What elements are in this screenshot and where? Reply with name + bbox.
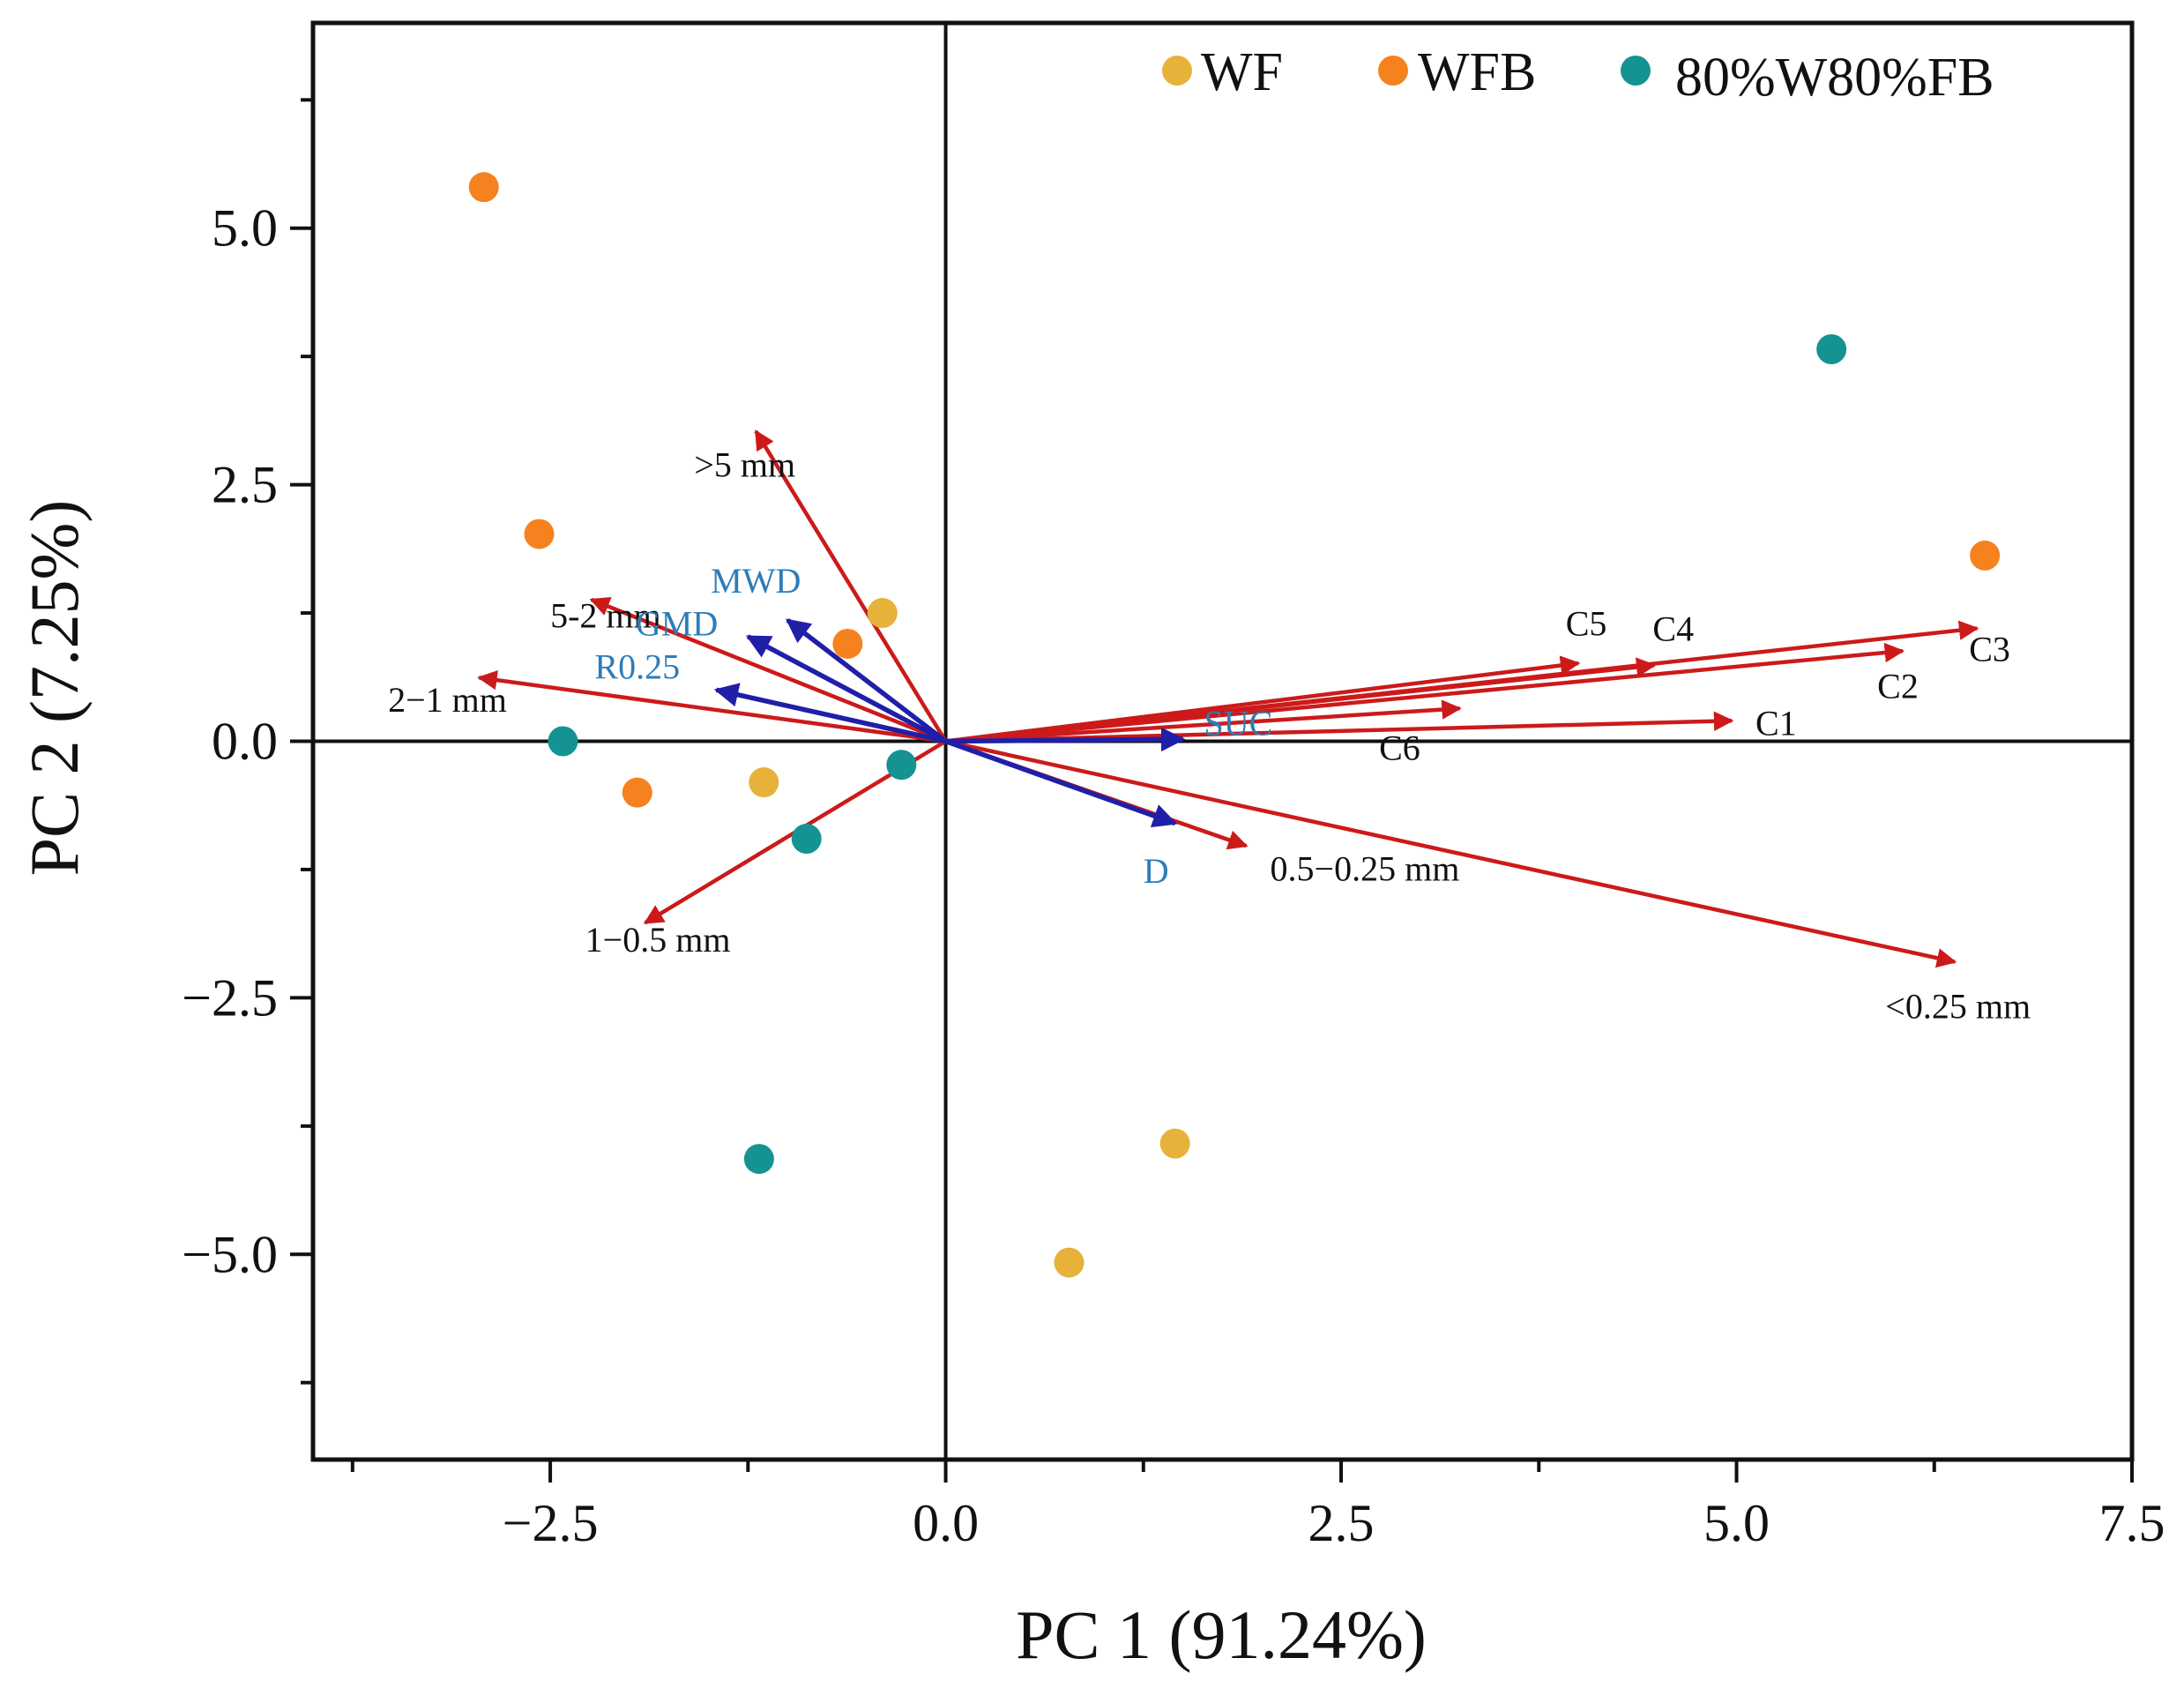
legend: WF WFB 80%W80%FB [1162, 42, 1994, 108]
y-tick-label: 5.0 [212, 199, 278, 258]
point-wf-1 [867, 598, 898, 629]
vector-label-c4: C4 [1652, 609, 1694, 648]
x-tick-label: −2.5 [503, 1494, 599, 1552]
x-tick-label: 5.0 [1703, 1494, 1770, 1552]
point-wfb-3 [832, 628, 863, 659]
point-80-w80-fb-2 [886, 750, 917, 781]
score-points [468, 172, 2001, 1278]
vector-r0-25 [713, 683, 947, 744]
vector-label-c3: C3 [1969, 630, 2010, 669]
vector-label-5-2-mm: 5-2 mm [550, 595, 661, 635]
point-wf-3 [1159, 1128, 1190, 1159]
x-tick-label: 7.5 [2099, 1494, 2165, 1552]
legend-marker-80w80fb [1621, 56, 1651, 86]
point-wfb-2 [524, 519, 555, 549]
legend-marker-wf [1162, 56, 1192, 86]
vector-2-1-mm [477, 669, 946, 743]
vector-label-mwd: MWD [711, 561, 801, 601]
vector-suc [945, 727, 1186, 752]
point-80-w80-fb-3 [791, 824, 822, 855]
vector-c2 [945, 642, 1905, 743]
loading-vectors [477, 429, 1979, 968]
vector-label-gmd: GMD [636, 604, 718, 644]
vector-label-suc: SUC [1204, 704, 1273, 743]
y-axis-title: PC 2 (7.25%) [16, 500, 93, 877]
legend-label-wfb: WFB [1418, 42, 1536, 102]
legend-label-wf: WF [1201, 42, 1283, 102]
vector-0-25-mm [945, 739, 1957, 968]
vector-label-2-1-mm: 2−1 mm [388, 680, 507, 720]
vector-mwd [785, 618, 948, 743]
point-wf-2 [749, 767, 779, 798]
axes: −2.5 0.0 2.5 5.0 7.5 5.0 2.5 0.0 −2.5 −5.0 [182, 20, 2165, 1552]
point-80-w80-fb-1 [548, 726, 578, 757]
point-wfb-4 [622, 777, 652, 808]
x-tick-label: 0.0 [913, 1494, 979, 1552]
point-wfb-1 [468, 172, 499, 203]
legend-marker-wfb [1378, 56, 1408, 86]
vector-5-2-mm [589, 596, 947, 743]
y-tick-label: −5.0 [182, 1225, 278, 1283]
vector-label-c2: C2 [1877, 667, 1919, 706]
vector-5-mm [754, 429, 948, 743]
vector-label-0-5-0-25-mm: 0.5−0.25 mm [1271, 849, 1460, 889]
vector-label-0-25-mm: <0.25 mm [1885, 987, 2031, 1027]
point-80-w80-fb-5 [743, 1144, 774, 1175]
vector-d [944, 738, 1178, 828]
point-wfb-5 [1970, 540, 2001, 571]
legend-label-80w80fb: 80%W80%FB [1675, 48, 1994, 108]
vector-label-1-0-5-mm: 1−0.5 mm [585, 920, 731, 960]
vector-label-c1: C1 [1755, 704, 1797, 743]
point-80-w80-fb-4 [1816, 334, 1847, 365]
vector-c5 [945, 655, 1581, 743]
y-tick-label: 0.0 [212, 713, 278, 771]
vector-c6 [945, 699, 1462, 743]
vector-label-5-mm: >5 mm [694, 444, 795, 484]
vector-label-c5: C5 [1566, 604, 1607, 644]
vector-label-r0-25: R0.25 [594, 647, 680, 687]
vector-labels: >5 mm 5-2 mm 2−1 mm 1−0.5 mm C1 C2 C3 C4 C5 C6 0.5… [388, 444, 2031, 1026]
vector-label-c6: C6 [1379, 728, 1420, 767]
x-axis-title: PC 1 (91.24%) [1016, 1596, 1427, 1673]
vector-gmd [745, 634, 947, 743]
point-wf-4 [1054, 1247, 1085, 1278]
y-tick-label: −2.5 [182, 968, 278, 1027]
y-tick-label: 2.5 [212, 456, 278, 514]
x-tick-label: 2.5 [1308, 1494, 1375, 1552]
vector-label-d: D [1144, 851, 1169, 891]
